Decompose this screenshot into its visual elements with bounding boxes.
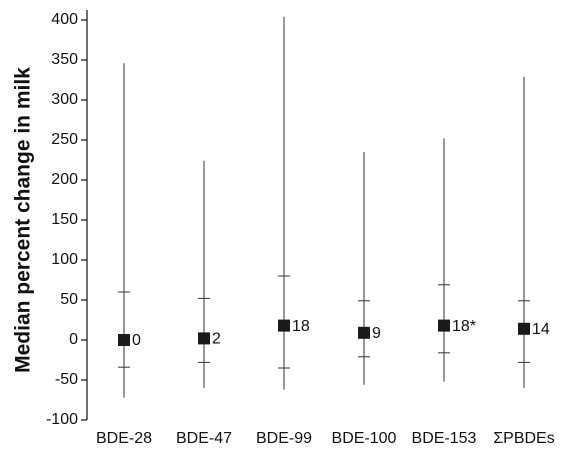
y-axis-label: Median percent change in milk xyxy=(12,67,35,373)
y-tick-label: 350 xyxy=(51,51,78,68)
median-marker xyxy=(518,322,530,335)
value-label: 18 xyxy=(292,318,310,335)
y-tick-label: 0 xyxy=(69,331,78,348)
y-tick-label: 50 xyxy=(60,291,78,308)
y-tick-label: 250 xyxy=(51,131,78,148)
x-tick-label: BDE-100 xyxy=(332,430,397,447)
x-tick-label: BDE-47 xyxy=(176,430,232,447)
y-tick-label: 200 xyxy=(51,171,78,188)
value-label: 2 xyxy=(212,331,221,348)
y-tick-label: -100 xyxy=(46,411,78,428)
median-marker xyxy=(438,319,450,332)
x-tick-label: BDE-153 xyxy=(412,430,477,447)
median-marker xyxy=(198,332,210,345)
y-tick-label: 300 xyxy=(51,91,78,108)
median-marker xyxy=(358,326,370,339)
value-label: 14 xyxy=(532,321,550,338)
value-label: 9 xyxy=(372,325,381,342)
value-label: 0 xyxy=(132,332,141,349)
x-tick-label: BDE-99 xyxy=(256,430,312,447)
median-marker xyxy=(278,319,290,332)
x-tick-label: ΣPBDEs xyxy=(493,430,554,447)
y-tick-label: 150 xyxy=(51,211,78,228)
y-tick-label: 400 xyxy=(51,11,78,28)
y-tick-label: 100 xyxy=(51,251,78,268)
median-marker xyxy=(118,334,130,346)
x-tick-label: BDE-28 xyxy=(96,430,152,447)
value-label: 18* xyxy=(452,318,476,335)
y-tick-label: -50 xyxy=(55,371,78,388)
